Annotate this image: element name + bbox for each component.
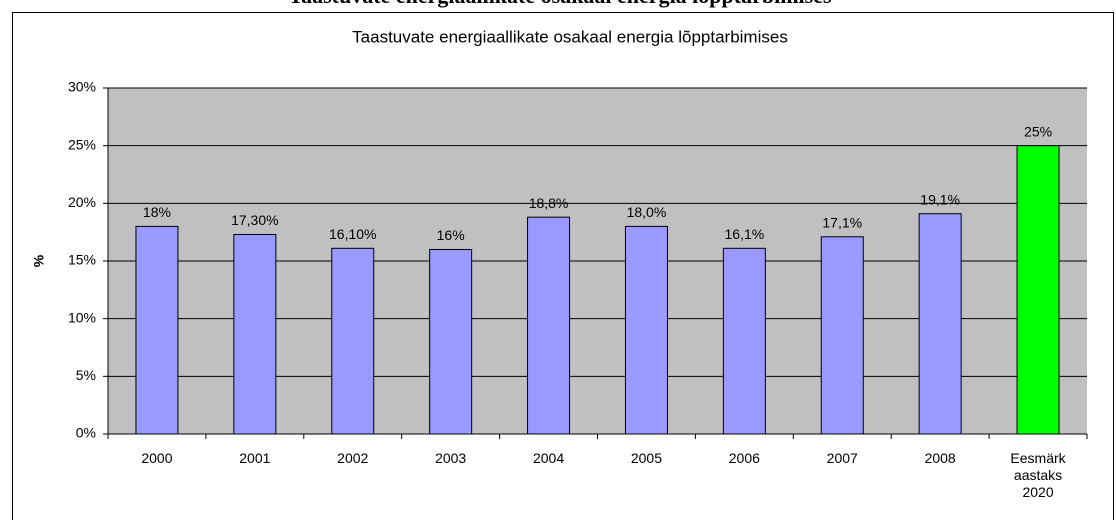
- y-tick-label: 5%: [76, 367, 96, 383]
- value-label: 18,8%: [529, 195, 569, 211]
- y-tick-label: 30%: [68, 79, 96, 95]
- x-tick-label: 2001: [239, 450, 271, 466]
- bar: [429, 248, 473, 435]
- x-tick-label: 2002: [337, 450, 369, 466]
- y-axis-label: %: [31, 254, 47, 267]
- bar: [722, 247, 766, 435]
- value-label: 16,10%: [329, 226, 376, 242]
- bar: [527, 216, 571, 435]
- chart-title: Taastuvate energiaallikate osakaal energ…: [352, 27, 788, 46]
- bar: [233, 233, 277, 435]
- value-label: 17,1%: [822, 214, 862, 230]
- heading: Taastuvate energiaallikate osakaal energ…: [288, 0, 832, 8]
- x-tick-label: Eesmärk aastaks 2020: [1010, 450, 1066, 500]
- x-tick-label: 2000: [141, 450, 173, 466]
- y-tick-label: 0%: [76, 425, 96, 441]
- x-tick-label: 2008: [924, 450, 956, 466]
- value-label: 25%: [1024, 123, 1052, 139]
- x-tick-label: 2004: [532, 450, 565, 466]
- value-label: 16,1%: [724, 226, 764, 242]
- value-label: 17,30%: [231, 212, 278, 228]
- value-label: 18,0%: [627, 204, 667, 220]
- bar: [624, 225, 668, 435]
- y-tick-label: 20%: [68, 194, 96, 210]
- bar: [1016, 145, 1060, 435]
- bar: [918, 213, 962, 435]
- bar: [331, 247, 375, 435]
- value-label: 18%: [143, 204, 171, 220]
- y-tick-label: 15%: [68, 252, 96, 268]
- bar: [820, 236, 864, 435]
- x-tick-label: 2007: [826, 450, 858, 466]
- bar: [135, 225, 179, 435]
- y-tick-label: 25%: [68, 136, 96, 152]
- value-label: 16%: [437, 227, 465, 243]
- x-tick-label: 2003: [435, 450, 467, 466]
- x-tick-label: 2006: [728, 450, 760, 466]
- x-tick-label: 2005: [630, 450, 663, 466]
- value-label: 19,1%: [920, 191, 960, 207]
- y-tick-label: 10%: [68, 309, 96, 325]
